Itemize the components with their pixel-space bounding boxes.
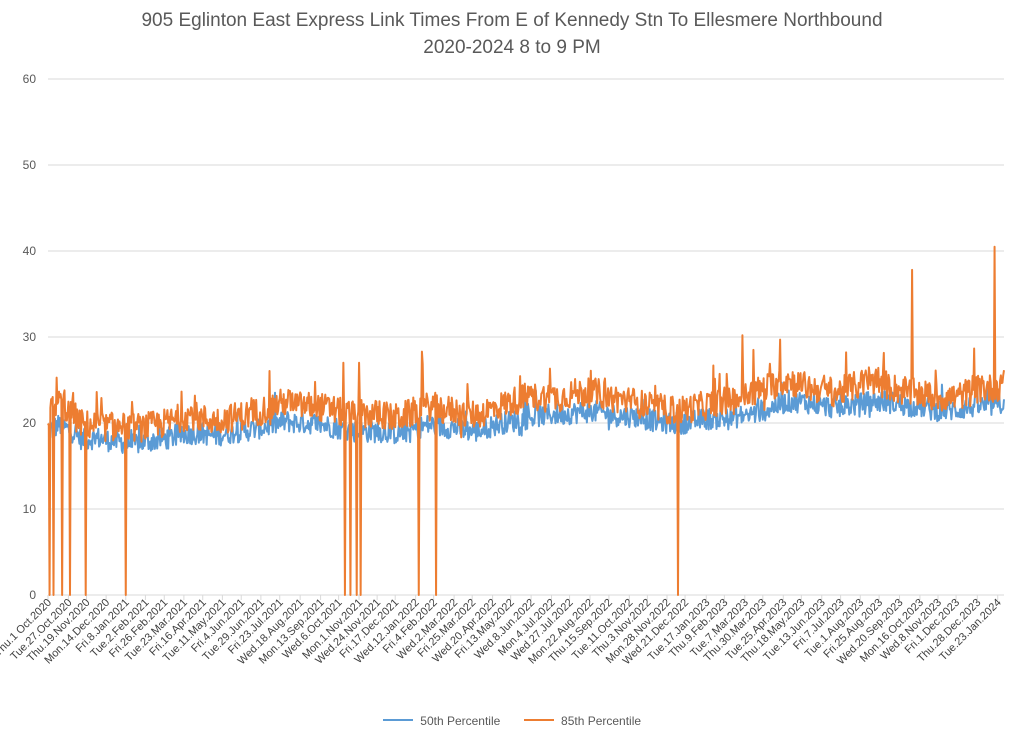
- y-tick-label: 0: [29, 588, 36, 602]
- y-tick-label: 40: [23, 244, 37, 258]
- legend-item-50th: 50th Percentile: [382, 714, 501, 728]
- series-line-85th-percentile: [47, 245, 1005, 596]
- y-tick-label: 30: [23, 330, 37, 344]
- y-tick-label: 10: [23, 502, 37, 516]
- y-axis-ticks: 0 10 20 30 40 50 60: [23, 72, 37, 602]
- series-lines: [47, 245, 1005, 596]
- y-tick-label: 60: [23, 72, 37, 86]
- chart-title: 905 Eglinton East Express Link Times Fro…: [141, 10, 883, 31]
- chart-subtitle: 2020-2024 8 to 9 PM: [423, 37, 601, 58]
- series-line-50th-percentile: [47, 381, 1005, 454]
- legend-label-85th: 85th Percentile: [561, 714, 642, 728]
- legend-item-85th: 85th Percentile: [523, 714, 642, 728]
- legend: 50th Percentile 85th Percentile: [0, 714, 1024, 728]
- x-axis-ticks: Thu.1 Oct.2020Tue.27.Oct.2020Thu.19.Nov.…: [0, 595, 1004, 667]
- legend-label-50th: 50th Percentile: [420, 714, 501, 728]
- y-tick-label: 20: [23, 416, 37, 430]
- gridlines: [48, 78, 1004, 596]
- y-tick-label: 50: [23, 158, 37, 172]
- legend-swatch-50th: [382, 718, 413, 721]
- legend-swatch-85th: [523, 718, 554, 721]
